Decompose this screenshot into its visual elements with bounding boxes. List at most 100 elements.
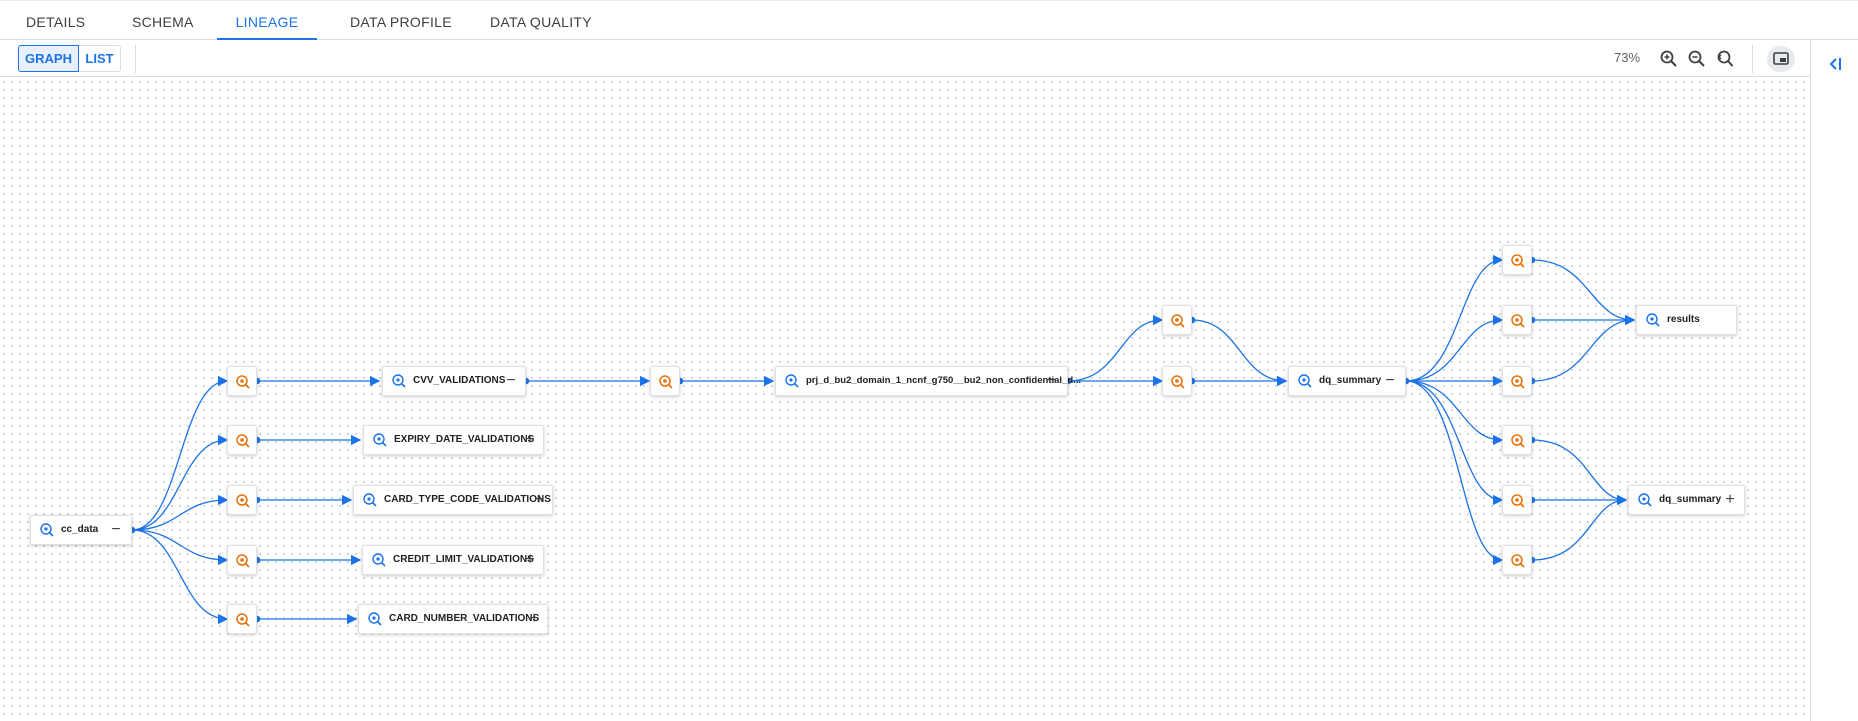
edge (1405, 254, 1504, 382)
process-query-icon (1171, 314, 1185, 328)
expand-button[interactable]: + (529, 610, 539, 627)
entity-label: dq_summary (1659, 494, 1722, 505)
entity-label: dq_summary (1319, 375, 1382, 386)
edge (1531, 314, 1636, 382)
process-node[interactable] (1502, 245, 1532, 275)
expand-button[interactable]: + (525, 551, 535, 568)
entity-node-dq-summary-downstream[interactable]: dq_summary + (1628, 485, 1745, 515)
table-search-icon (1298, 374, 1312, 388)
process-node[interactable] (1162, 305, 1192, 335)
edge (1531, 439, 1628, 506)
process-query-icon (1511, 494, 1525, 508)
edge (1191, 319, 1288, 387)
entity-label: results (1667, 314, 1700, 325)
table-search-icon (372, 553, 386, 567)
table-search-icon (1646, 313, 1660, 327)
list-view-button[interactable]: LIST (79, 45, 121, 72)
process-node[interactable] (650, 366, 680, 396)
process-query-icon (236, 554, 250, 568)
table-search-icon (1638, 493, 1652, 507)
toolbar-divider (135, 45, 136, 73)
graph-edges (128, 254, 1636, 625)
table-search-icon (368, 612, 382, 626)
table-search-icon (785, 374, 799, 388)
edge (1405, 380, 1504, 446)
edge (131, 375, 229, 531)
entity-node-cvv-validations[interactable]: CVV_VALIDATIONS − (382, 366, 526, 396)
entity-node-cc-data[interactable]: cc_data − (30, 515, 132, 545)
tab-details[interactable]: DETAILS (26, 14, 86, 30)
process-node[interactable] (1502, 485, 1532, 515)
edge (1067, 314, 1164, 382)
lineage-toolbar: GRAPH LIST 73% (0, 40, 1810, 77)
entity-node-credit-limit-validations[interactable]: CREDIT_LIMIT_VALIDATIONS + (362, 545, 544, 575)
process-node[interactable] (227, 545, 257, 575)
lineage-graph-canvas[interactable]: cc_data − CVV_VALIDATIONS − EXPIRY_DATE_… (0, 78, 1810, 721)
edge (131, 494, 229, 531)
expand-button[interactable]: + (525, 431, 535, 448)
process-node[interactable] (227, 425, 257, 455)
table-search-icon (392, 374, 406, 388)
entity-label: CARD_NUMBER_VALIDATIONS (389, 613, 540, 624)
entity-label: CVV_VALIDATIONS (413, 375, 506, 386)
edge (1405, 380, 1504, 566)
edge (131, 529, 229, 625)
reset-zoom-icon[interactable] (1713, 47, 1737, 71)
process-query-icon (1511, 314, 1525, 328)
entity-node-card-type-code-validations[interactable]: CARD_TYPE_CODE_VALIDATIONS + (353, 485, 553, 515)
table-search-icon (40, 523, 54, 537)
collapse-button[interactable]: − (1385, 372, 1395, 389)
zoom-in-icon[interactable] (1657, 47, 1681, 71)
table-search-icon (373, 433, 387, 447)
process-node[interactable] (1502, 425, 1532, 455)
tab-lineage[interactable]: LINEAGE (217, 3, 317, 40)
process-query-icon (236, 613, 250, 627)
process-node[interactable] (227, 366, 257, 396)
entity-label: EXPIRY_DATE_VALIDATIONS (394, 434, 535, 445)
tab-bar: DETAILS SCHEMA LINEAGE DATA PROFILE DATA… (0, 0, 1858, 40)
tab-schema[interactable]: SCHEMA (132, 14, 194, 30)
edge (131, 434, 229, 531)
side-panel (1810, 40, 1858, 721)
entity-node-expiry-date-validations[interactable]: EXPIRY_DATE_VALIDATIONS + (363, 425, 544, 455)
process-query-icon (236, 434, 250, 448)
zoom-out-icon[interactable] (1685, 47, 1709, 71)
graph-view-button[interactable]: GRAPH (18, 45, 79, 72)
process-node[interactable] (1502, 545, 1532, 575)
minimap-toggle-icon[interactable] (1767, 46, 1795, 72)
process-query-icon (1511, 254, 1525, 268)
edge (1405, 380, 1504, 506)
process-node[interactable] (227, 485, 257, 515)
entity-label: CARD_TYPE_CODE_VALIDATIONS (384, 494, 551, 505)
process-query-icon (659, 375, 673, 389)
collapse-button[interactable]: − (111, 521, 121, 538)
entity-node-dq-summary[interactable]: dq_summary − (1288, 366, 1406, 396)
collapse-button[interactable]: − (506, 372, 516, 389)
process-query-icon (1511, 375, 1525, 389)
expand-button[interactable]: + (534, 491, 544, 508)
entity-node-card-number-validations[interactable]: CARD_NUMBER_VALIDATIONS + (358, 604, 548, 634)
entity-label: cc_data (61, 524, 99, 535)
process-node[interactable] (227, 604, 257, 634)
process-query-icon (236, 494, 250, 508)
table-search-icon (363, 493, 377, 507)
tab-data-profile[interactable]: DATA PROFILE (350, 14, 452, 30)
process-query-icon (236, 375, 250, 389)
process-node[interactable] (1502, 366, 1532, 396)
edge (1405, 314, 1504, 382)
expand-button[interactable]: + (1725, 491, 1735, 508)
tab-data-quality[interactable]: DATA QUALITY (490, 14, 592, 30)
entity-node-results[interactable]: results (1636, 305, 1737, 335)
process-node[interactable] (1502, 305, 1532, 335)
entity-node-prj-bigquery-table[interactable]: prj_d_bu2_domain_1_ncnf_g750__bu2_non_co… (775, 366, 1081, 396)
process-query-icon (1511, 554, 1525, 568)
entity-label: prj_d_bu2_domain_1_ncnf_g750__bu2_non_co… (806, 375, 1082, 386)
process-node[interactable] (1162, 366, 1192, 396)
toolbar-divider (1752, 45, 1753, 73)
edge (1531, 494, 1628, 561)
expand-panel-icon[interactable] (1825, 54, 1845, 74)
edge (131, 529, 229, 566)
edge (1531, 259, 1636, 326)
collapse-button[interactable]: − (1047, 372, 1057, 389)
process-query-icon (1511, 434, 1525, 448)
